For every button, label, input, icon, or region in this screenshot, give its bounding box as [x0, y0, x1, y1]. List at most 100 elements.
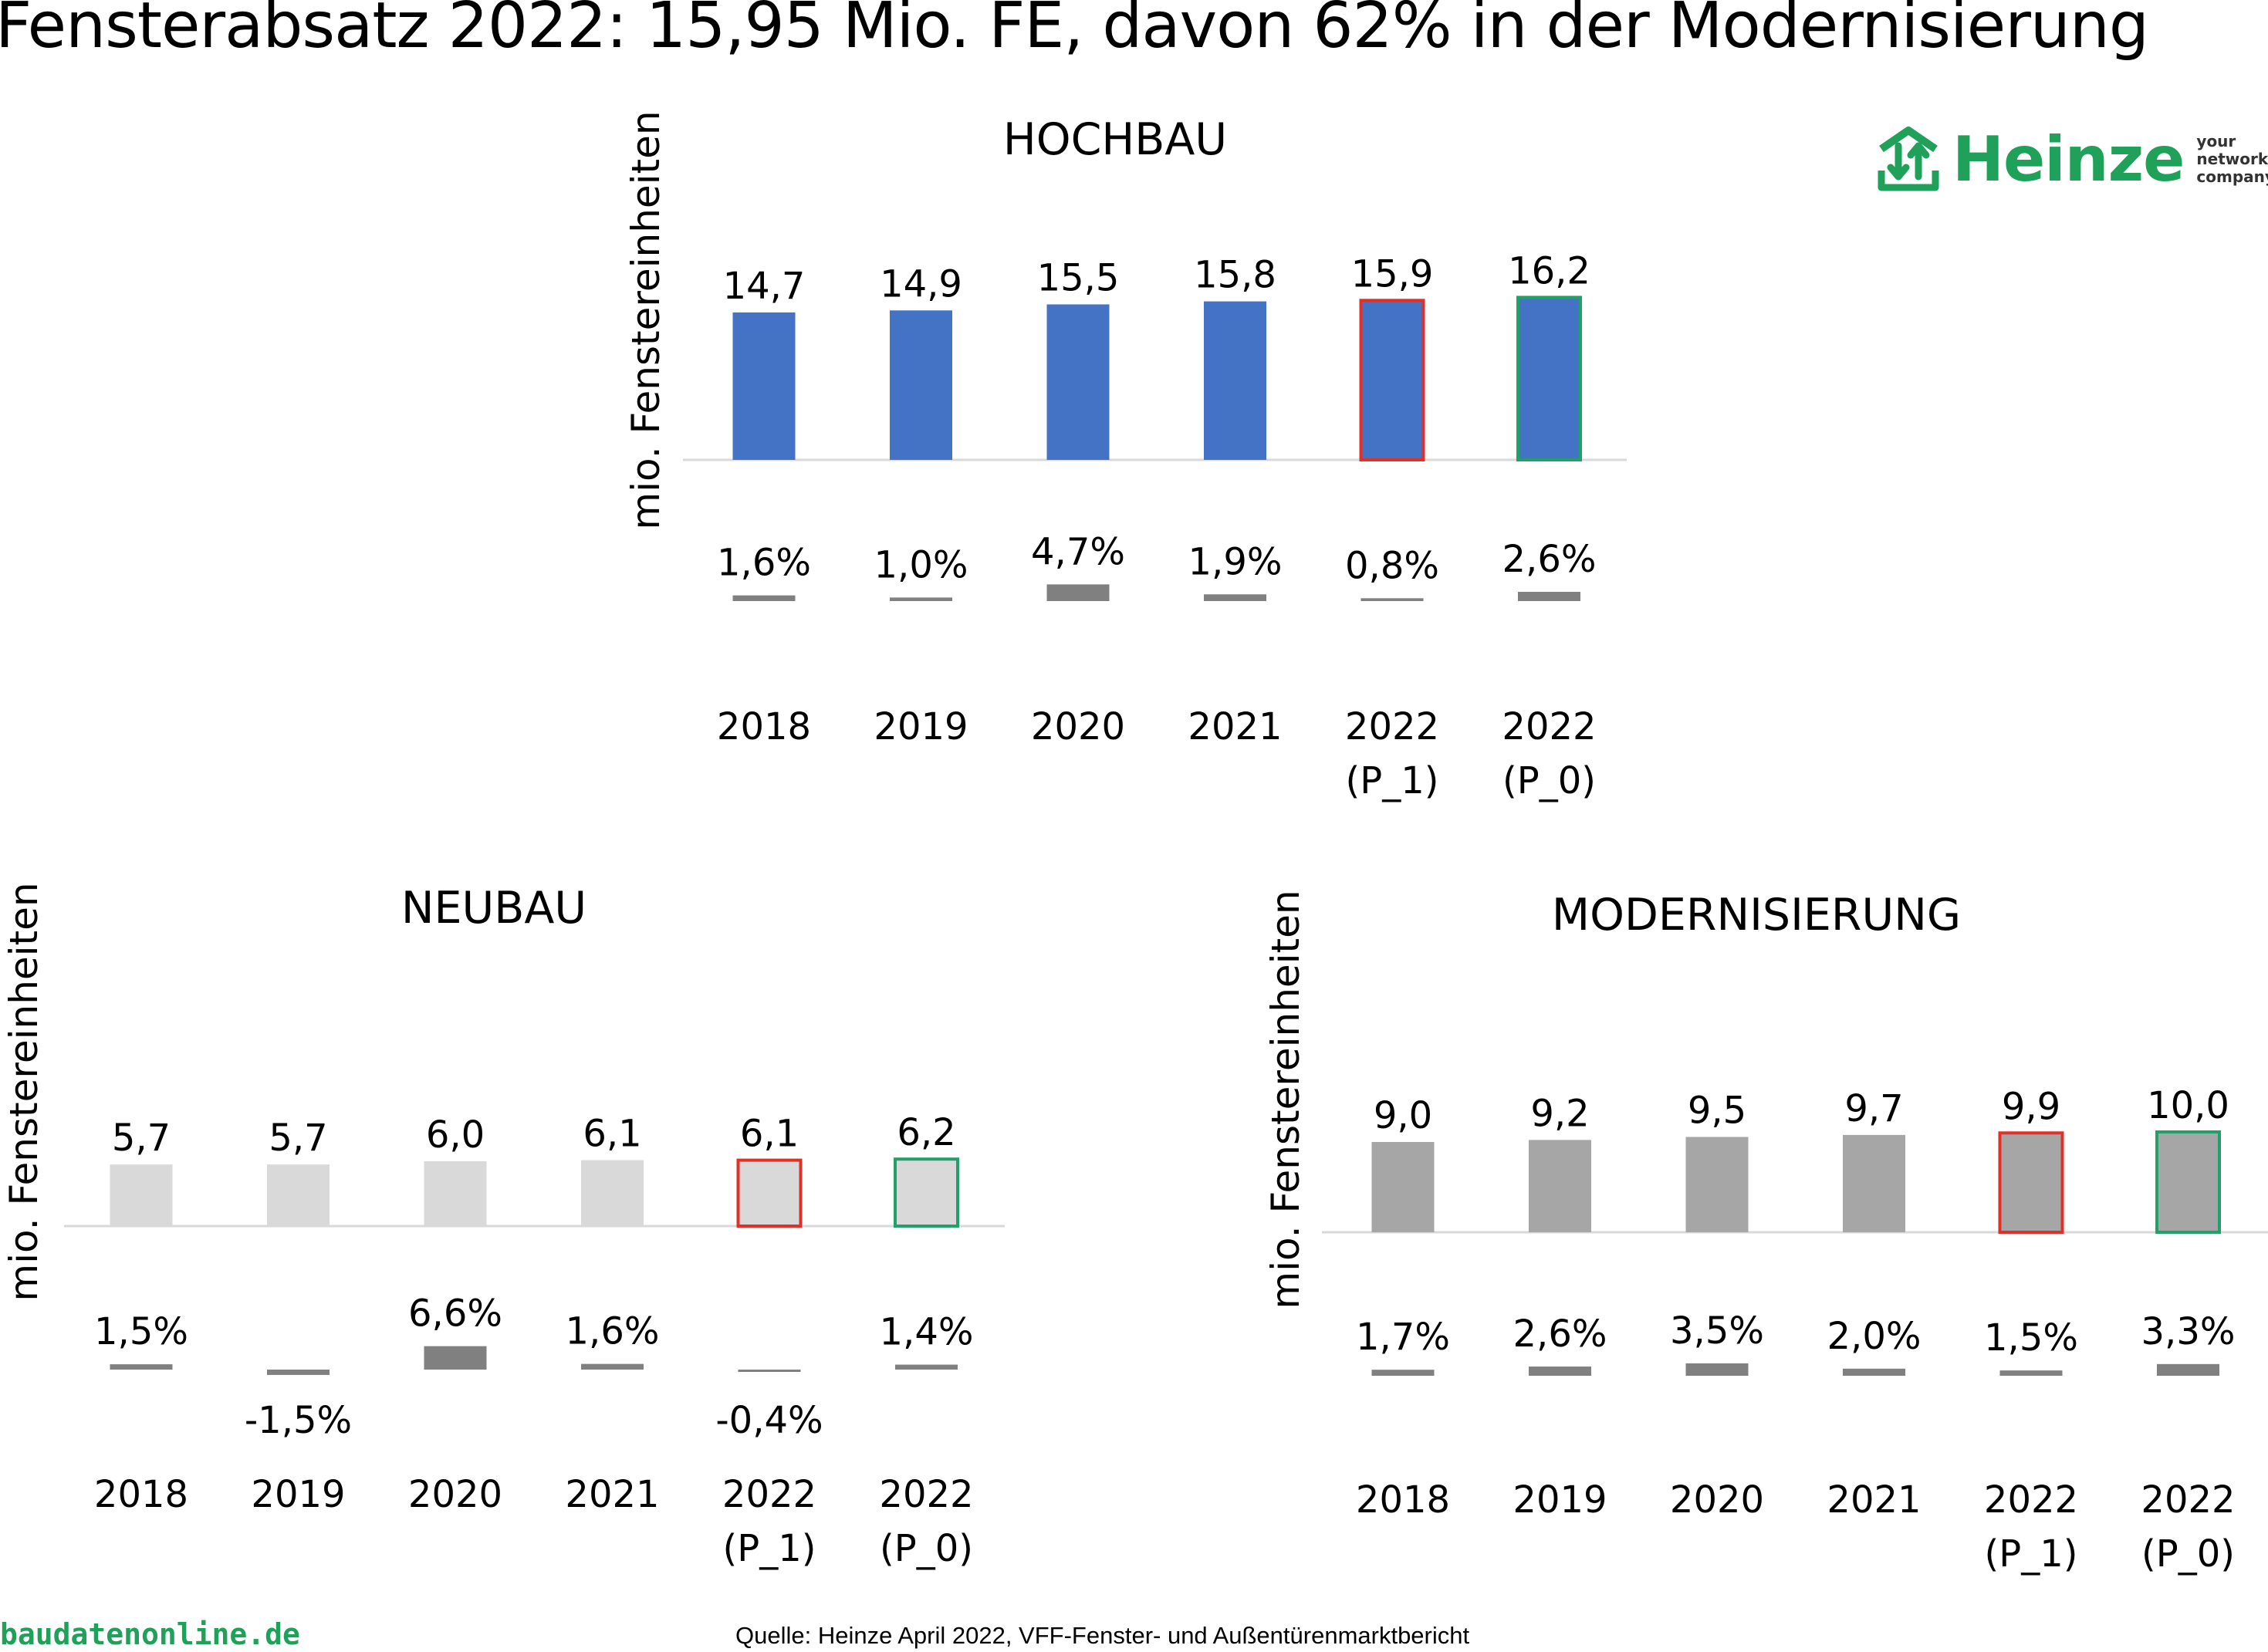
hochbau-growth-label: 0,8% [1345, 544, 1439, 587]
hochbau-category-label: 2022 [1345, 705, 1439, 748]
modern-category-label: (P_1) [1985, 1532, 2078, 1576]
hochbau-growth-label: 1,6% [717, 542, 811, 585]
modern-bar [1998, 1131, 2064, 1235]
heinze-logo-tagline: your networking company [2196, 131, 2268, 186]
neubau-growth-bar [267, 1370, 330, 1375]
modern-category-label: 2018 [1356, 1478, 1450, 1522]
neubau-growth-bar [895, 1364, 958, 1370]
modern-bar [1685, 1137, 1749, 1232]
modern-value-label: 9,7 [1844, 1087, 1903, 1130]
modern-chart-title: MODERNISIERUNG [1552, 890, 1961, 941]
modern-value-label: 9,2 [1530, 1092, 1589, 1135]
heinze-logo-icon [1878, 127, 1939, 191]
modern-category-label: (P_0) [2141, 1532, 2235, 1576]
hochbau-category-label: (P_1) [1346, 759, 1439, 802]
modern-category-label: 2021 [1827, 1478, 1921, 1522]
neubau-bar [424, 1161, 487, 1226]
heinze-logo-word: Heinze [1952, 123, 2185, 195]
modern-growth-label: 1,7% [1356, 1316, 1450, 1359]
hochbau-growth-bar [1204, 594, 1266, 601]
modern-growth-label: 2,6% [1513, 1312, 1607, 1356]
hochbau-bar [1204, 301, 1266, 460]
modern-growth-label: 3,5% [1670, 1309, 1764, 1353]
logo-tagline-line: company [2196, 167, 2268, 186]
footer-source-note: Quelle: Heinze April 2022, VFF-Fenster- … [735, 1622, 1470, 1649]
hochbau-y-axis-label: mio. Fenstereinheiten [624, 110, 668, 529]
neubau-bar [110, 1164, 173, 1226]
neubau-growth-label: 1,4% [880, 1311, 974, 1354]
hochbau-category-label: 2019 [874, 705, 968, 748]
hochbau-chart-title: HOCHBAU [1003, 114, 1227, 165]
neubau-category-label: (P_1) [723, 1527, 816, 1570]
hochbau-bar [890, 310, 952, 460]
hochbau-value-label: 14,9 [880, 262, 962, 306]
logo-tagline-line: your [2196, 131, 2236, 150]
hochbau-growth-bar [1360, 598, 1424, 601]
neubau-growth-label: -1,5% [245, 1399, 352, 1442]
neubau-category-label: 2022 [879, 1473, 973, 1516]
neubau-y-axis-label: mio. Fenstereinheiten [2, 882, 46, 1301]
modern-growth-label: 1,5% [1984, 1316, 2078, 1360]
neubau-category-label: 2021 [565, 1473, 659, 1516]
modern-growth-bar [1843, 1368, 1905, 1376]
neubau-growth-label: 1,6% [566, 1310, 660, 1353]
neubau-category-label: (P_0) [880, 1527, 973, 1570]
page-title: Fensterabsatz 2022: 15,95 Mio. FE, davon… [0, 0, 2149, 62]
modern-y-axis-label: mio. Fenstereinheiten [1263, 890, 1308, 1309]
neubau-value-label: 6,2 [897, 1111, 955, 1154]
hochbau-growth-bar [1518, 592, 1580, 601]
neubau-bar [581, 1160, 644, 1226]
heinze-logo: Heinze your networking company [1875, 123, 2268, 195]
neubau-growth-label: 1,5% [94, 1310, 188, 1353]
neubau-category-label: 2020 [408, 1473, 502, 1516]
modern-growth-bar [1999, 1370, 2063, 1376]
neubau-value-label: 5,7 [269, 1117, 327, 1160]
neubau-value-label: 6,1 [583, 1113, 641, 1156]
modern-growth-bar [2157, 1363, 2219, 1376]
hochbau-bar [1359, 299, 1425, 461]
hochbau-bar [732, 312, 796, 460]
neubau-growth-label: -0,4% [715, 1399, 823, 1442]
modern-bar [1371, 1142, 1435, 1232]
hochbau-category-label: 2020 [1031, 705, 1125, 748]
neubau-growth-bar [738, 1370, 801, 1372]
neubau-growth-label: 6,6% [408, 1292, 502, 1336]
hochbau-growth-bar [732, 595, 796, 601]
hochbau-value-label: 16,2 [1508, 249, 1590, 292]
logo-tagline-line: networking [2196, 149, 2268, 168]
neubau-growth-bar [581, 1363, 644, 1370]
hochbau-value-label: 15,5 [1037, 257, 1120, 300]
hochbau-growth-bar [1046, 584, 1110, 601]
hochbau-value-label: 15,8 [1194, 254, 1276, 297]
neubau-bar [267, 1164, 330, 1226]
modern-value-label: 10,0 [2147, 1084, 2229, 1127]
neubau-category-label: 2018 [94, 1473, 188, 1516]
modern-category-label: 2019 [1513, 1478, 1607, 1522]
modern-value-label: 9,0 [1374, 1094, 1432, 1137]
hochbau-category-label: 2018 [717, 705, 811, 748]
hochbau-growth-label: 4,7% [1031, 530, 1125, 573]
neubau-category-label: 2022 [722, 1473, 816, 1516]
modern-value-label: 9,5 [1688, 1090, 1746, 1133]
modern-growth-label: 3,3% [2141, 1310, 2236, 1353]
neubau-growth-bar [110, 1364, 173, 1370]
modern-value-label: 9,9 [2002, 1085, 2060, 1128]
neubau-bar [736, 1158, 803, 1228]
modern-growth-label: 2,0% [1827, 1315, 1922, 1358]
modern-bar [2155, 1130, 2221, 1234]
hochbau-category-label: 2021 [1188, 705, 1282, 748]
footer-site-link[interactable]: baudatenonline.de [0, 1617, 300, 1651]
hochbau-growth-label: 1,9% [1188, 540, 1283, 583]
modern-growth-bar [1529, 1367, 1591, 1376]
neubau-value-label: 5,7 [112, 1117, 171, 1160]
modern-category-label: 2022 [1984, 1478, 2078, 1522]
modern-growth-bar [1371, 1370, 1435, 1376]
hochbau-value-label: 15,9 [1351, 252, 1434, 296]
modern-bar [1843, 1134, 1905, 1232]
modern-category-label: 2020 [1670, 1478, 1764, 1522]
hochbau-category-label: (P_0) [1502, 759, 1596, 802]
neubau-chart-title: NEUBAU [401, 883, 586, 934]
